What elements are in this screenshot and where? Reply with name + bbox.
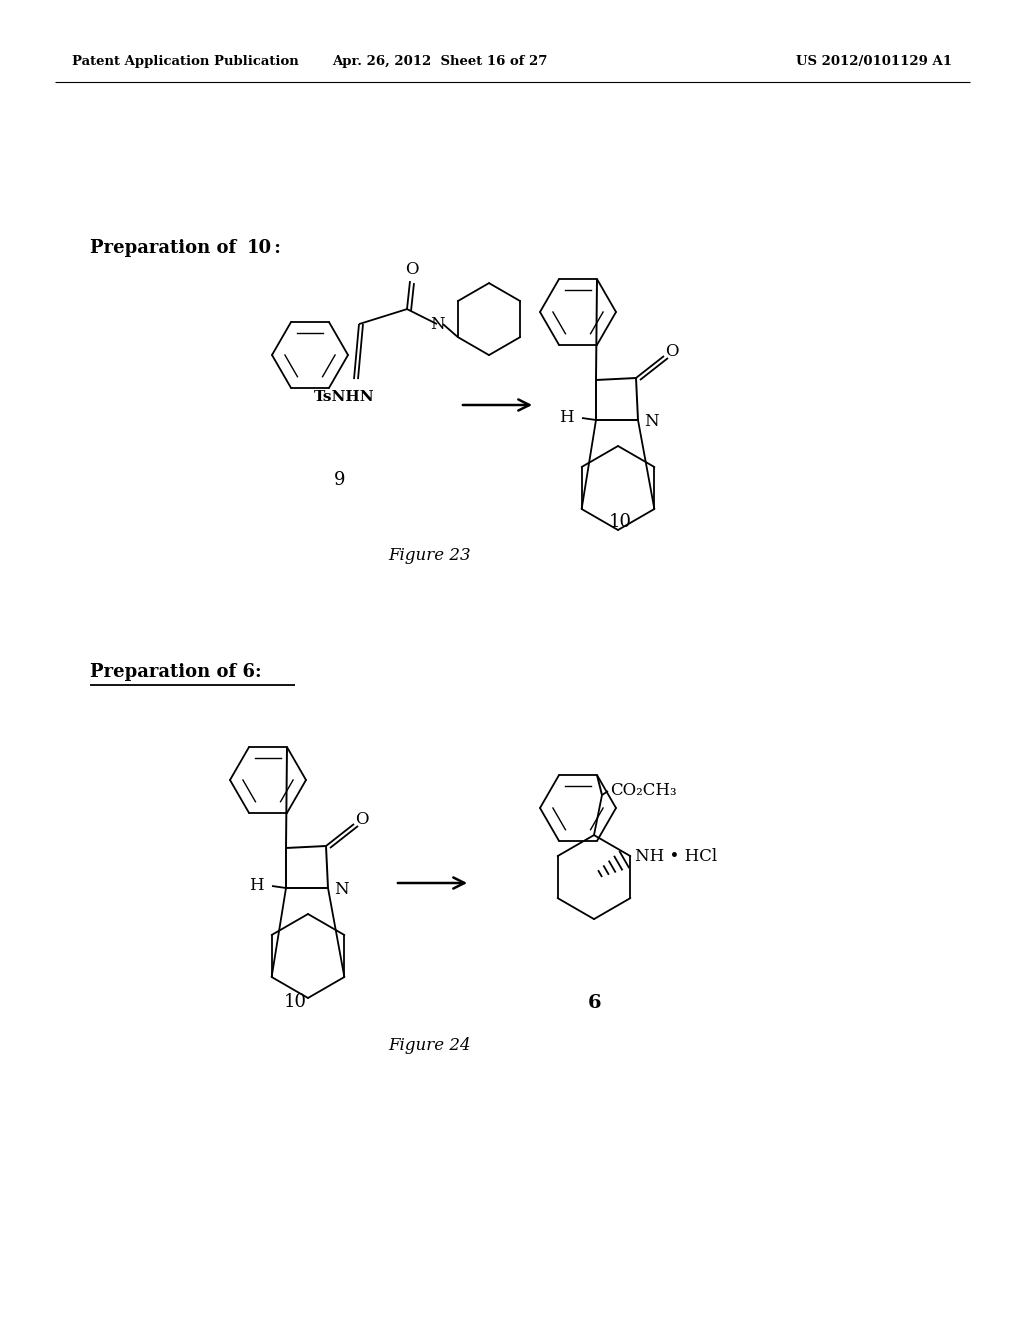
Text: N: N: [334, 882, 348, 899]
Text: 6: 6: [588, 994, 602, 1012]
Text: Figure 24: Figure 24: [389, 1036, 471, 1053]
Text: 10: 10: [247, 239, 272, 257]
Text: H: H: [559, 409, 574, 426]
Text: O: O: [666, 342, 679, 359]
Text: Preparation of: Preparation of: [90, 239, 243, 257]
Text: TsNHN: TsNHN: [314, 391, 375, 404]
Text: US 2012/0101129 A1: US 2012/0101129 A1: [796, 55, 952, 69]
Text: O: O: [355, 810, 369, 828]
Text: Patent Application Publication: Patent Application Publication: [72, 55, 299, 69]
Text: NH • HCl: NH • HCl: [635, 847, 718, 865]
Text: Preparation of 6:: Preparation of 6:: [90, 663, 261, 681]
Text: 9: 9: [334, 471, 346, 488]
Text: 10: 10: [608, 513, 632, 531]
Text: N: N: [430, 315, 444, 333]
Text: H: H: [250, 878, 264, 895]
Text: Apr. 26, 2012  Sheet 16 of 27: Apr. 26, 2012 Sheet 16 of 27: [333, 55, 548, 69]
Text: Figure 23: Figure 23: [389, 546, 471, 564]
Text: N: N: [644, 413, 658, 430]
Text: O: O: [406, 260, 419, 277]
Text: :: :: [268, 239, 281, 257]
Text: 10: 10: [284, 993, 306, 1011]
Text: CO₂CH₃: CO₂CH₃: [610, 781, 677, 799]
